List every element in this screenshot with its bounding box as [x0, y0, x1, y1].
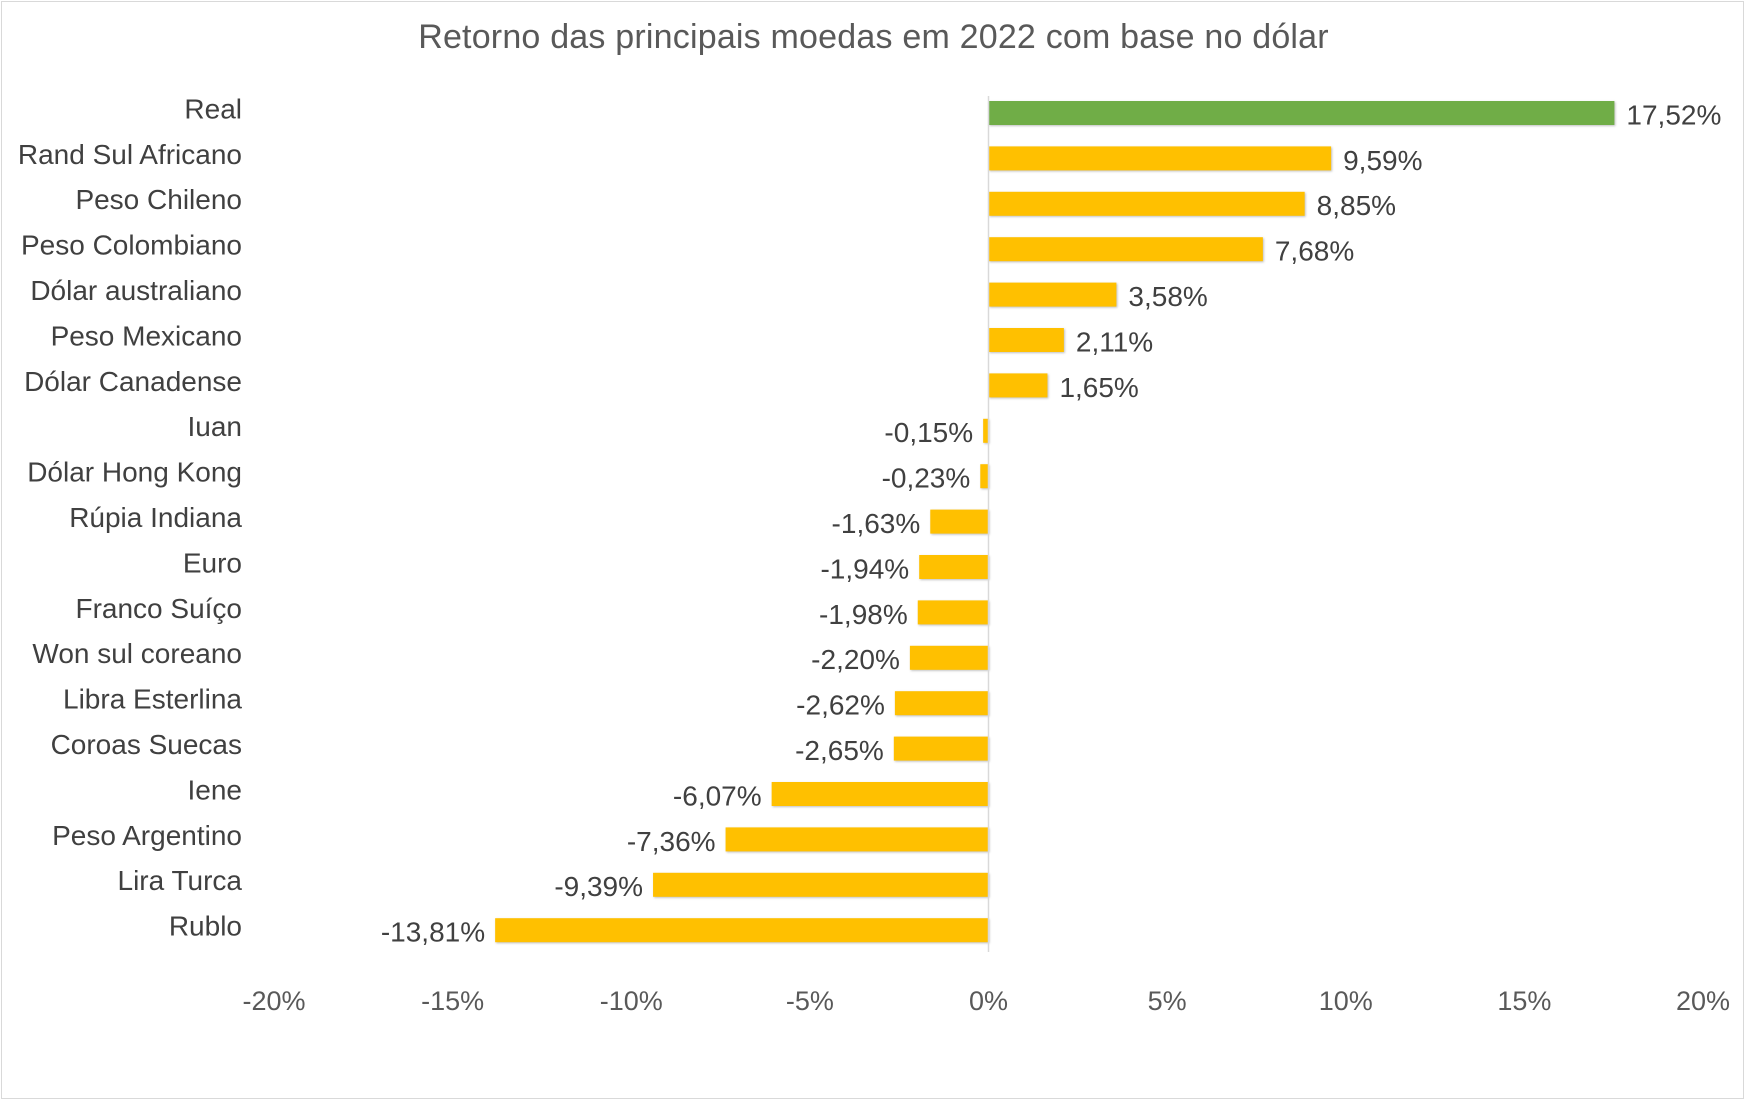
bar	[909, 645, 989, 670]
bar	[653, 872, 989, 897]
data-label: 7,68%	[1275, 236, 1354, 267]
x-tick-label: -5%	[786, 986, 834, 1016]
x-tick-label: 20%	[1676, 986, 1730, 1016]
bar	[983, 418, 989, 443]
x-tick-label: -10%	[600, 986, 663, 1016]
data-labels-group: 17,52% 9,59% 8,85% 7,68% 3,58% 2,11% 1,65% -0,1…	[381, 99, 1722, 947]
data-label: -1,94%	[820, 553, 909, 584]
category-label: Dólar Canadense	[24, 366, 242, 397]
x-tick-label: -20%	[242, 986, 305, 1016]
bar	[988, 146, 1332, 171]
category-label: Rublo	[169, 911, 242, 942]
data-label: -0,15%	[884, 417, 973, 448]
category-label: Franco Suíço	[75, 593, 242, 624]
data-label: 17,52%	[1626, 99, 1721, 130]
category-label: Peso Argentino	[52, 820, 242, 851]
bar	[980, 464, 989, 489]
bar	[893, 736, 989, 761]
bar	[930, 509, 989, 534]
data-label: -1,98%	[819, 599, 908, 630]
bar	[495, 918, 989, 943]
bars-group	[495, 101, 1615, 943]
x-tick-label: 10%	[1319, 986, 1373, 1016]
bar	[988, 328, 1064, 352]
bar	[919, 555, 989, 579]
category-label: Coroas Suecas	[51, 729, 242, 760]
x-tick-labels-group: -20% -15% -10% -5% 0% 5% 10% 15% 20%	[242, 986, 1730, 1016]
chart-title: Retorno das principais moedas em 2022 co…	[418, 18, 1329, 56]
category-label: Iene	[188, 774, 243, 805]
category-label: Dólar Hong Kong	[27, 457, 242, 488]
bar	[988, 101, 1615, 125]
data-label: -2,20%	[811, 644, 900, 675]
category-label: Peso Mexicano	[51, 320, 242, 351]
bar	[988, 282, 1117, 307]
data-label: -2,62%	[796, 690, 885, 721]
category-label: Won sul coreano	[32, 638, 242, 669]
x-tick-label: 0%	[969, 986, 1008, 1016]
data-label: -6,07%	[673, 780, 762, 811]
category-label: Iuan	[188, 411, 243, 442]
data-label: 1,65%	[1059, 372, 1138, 403]
bar	[725, 827, 989, 852]
x-tick-label: 5%	[1148, 986, 1187, 1016]
category-label: Lira Turca	[118, 865, 243, 896]
category-label: Peso Colombiano	[21, 230, 242, 261]
data-label: -7,36%	[627, 826, 716, 857]
data-label: 9,59%	[1343, 145, 1422, 176]
bar	[771, 782, 989, 806]
category-label: Rand Sul Africano	[18, 139, 242, 170]
category-label: Dólar australiano	[30, 275, 242, 306]
bar	[988, 237, 1263, 262]
data-label: 2,11%	[1076, 326, 1153, 357]
data-label: -13,81%	[381, 917, 485, 948]
category-label: Rúpia Indiana	[69, 502, 242, 533]
bar	[917, 600, 989, 625]
bar	[894, 691, 989, 716]
category-label: Real	[184, 93, 242, 124]
data-label: -9,39%	[554, 871, 643, 902]
category-label: Peso Chileno	[75, 184, 242, 215]
data-label: -1,63%	[832, 508, 921, 539]
data-label: -0,23%	[882, 463, 971, 494]
category-label: Libra Esterlina	[63, 684, 242, 715]
x-tick-label: 15%	[1497, 986, 1551, 1016]
data-label: -2,65%	[795, 735, 884, 766]
category-label: Euro	[183, 547, 242, 578]
data-label: 3,58%	[1128, 281, 1207, 312]
bar	[988, 373, 1048, 398]
bar	[988, 191, 1305, 216]
category-labels-group: Real Rand Sul Africano Peso Chileno Peso Co…	[18, 93, 243, 941]
data-label: 8,85%	[1317, 190, 1396, 221]
x-tick-label: -15%	[421, 986, 484, 1016]
